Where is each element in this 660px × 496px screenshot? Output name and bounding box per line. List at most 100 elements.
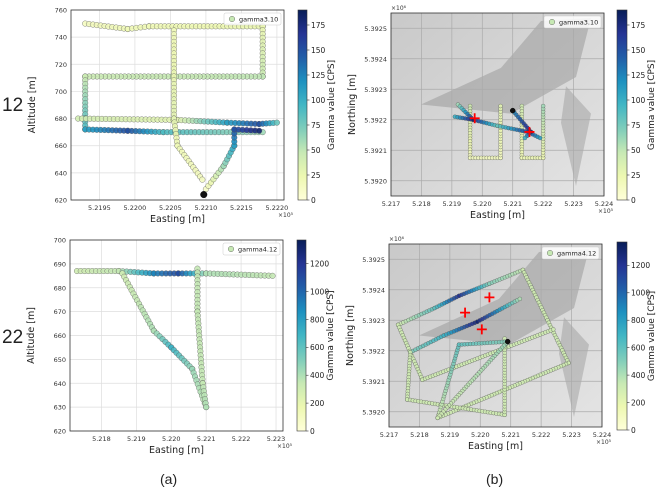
y-tick-label: 660: [54, 332, 66, 340]
colorbar-tick-label: 1000: [631, 289, 650, 298]
legend-label: gamma4.12: [238, 246, 277, 254]
y-tick-label: 5.3920: [362, 408, 385, 416]
y-tick-label: 690: [54, 260, 66, 268]
colorbar-label: Gamma value [CPS]: [327, 60, 337, 150]
colorbar-tick-label: 0: [631, 426, 636, 435]
legend-label: gamma4.12: [557, 250, 596, 258]
colorbar-tick-label: 175: [631, 21, 646, 30]
panel-a-22: 5.218 5.219 5.220 5.221 5.222 5.223 620 630 640 6…: [26, 237, 336, 457]
colorbar-tick-label: 0: [310, 427, 315, 436]
x-axis-label: Easting [m]: [150, 214, 205, 225]
colorbar-tick-label: 800: [631, 316, 646, 325]
data-point: [498, 103, 503, 109]
legend-box: [223, 12, 282, 26]
y-axis-label: Northing [m]: [347, 74, 358, 135]
legend-marker: [228, 16, 235, 23]
colorbar: [296, 239, 307, 432]
colorbar-tick-label: 400: [631, 371, 646, 380]
x-tick-label: 5.218: [412, 200, 431, 208]
x-axis-label: Easting [m]: [470, 210, 525, 221]
data-point-high: [200, 191, 208, 199]
x-multiplier: ×10⁵: [277, 443, 293, 450]
y-tick-label: 5.3921: [362, 378, 385, 386]
y-multiplier: ×10⁶: [391, 5, 407, 12]
x-multiplier: ×10⁵: [278, 212, 294, 219]
y-tick-label: 5.3922: [364, 116, 387, 124]
x-tick-label: 5.2195: [88, 204, 111, 212]
data-point: [522, 135, 528, 141]
colorbar-tick-label: 75: [311, 121, 321, 130]
x-tick-label: 5.224: [595, 200, 614, 208]
x-axis-label: Easting [m]: [149, 445, 204, 456]
x-tick-label: 5.2215: [230, 204, 253, 212]
data-point-high: [510, 107, 516, 114]
x-tick-label: 5.218: [410, 431, 429, 439]
y-tick-label: 650: [54, 356, 66, 364]
x-tick-label: 5.220: [471, 431, 490, 439]
colorbar-tick-label: 600: [310, 343, 325, 352]
plot-area: [71, 10, 284, 200]
y-tick-label: 680: [54, 284, 66, 292]
x-tick-label: 5.224: [593, 431, 612, 439]
colorbar-tick-label: 150: [631, 46, 646, 55]
legend-marker: [549, 19, 556, 26]
colorbar-tick-label: 200: [310, 399, 325, 408]
data-point: [537, 135, 543, 141]
colorbar-tick-label: 125: [311, 71, 326, 80]
y-tick-label: 700: [55, 88, 67, 96]
y-tick-label: 720: [55, 61, 67, 69]
colorbar-tick-label: 50: [311, 146, 321, 155]
x-tick-label: 5.223: [562, 431, 581, 439]
y-tick-label: 640: [55, 169, 67, 177]
x-tick-label: 5.217: [380, 431, 399, 439]
source-marker-cross: [460, 307, 471, 318]
y-tick-label: 670: [54, 308, 66, 316]
y-tick-label: 5.3921: [364, 147, 387, 155]
x-multiplier: ×10⁵: [598, 208, 614, 215]
legend-box: [222, 242, 281, 256]
y-tick-label: 640: [54, 380, 66, 388]
legend-box: [543, 15, 602, 29]
data-point: [199, 176, 206, 183]
source-marker-cross: [476, 324, 487, 335]
colorbar-label: Gamma value [CPS]: [647, 60, 657, 150]
data-point: [551, 327, 556, 332]
axes-frame: [388, 243, 603, 428]
x-tick-label: 5.222: [532, 431, 551, 439]
colorbar-tick-label: 400: [310, 371, 325, 380]
x-tick-label: 5.2210: [195, 204, 218, 212]
colorbar: [297, 9, 308, 201]
colorbar-label: Gamma value [CPS]: [326, 290, 336, 380]
x-tick-label: 5.218: [92, 435, 111, 443]
y-multiplier: ×10⁶: [389, 236, 405, 243]
colorbar-tick-label: 150: [311, 46, 326, 55]
data-point: [256, 127, 263, 134]
legend-label: gamma3.10: [239, 16, 278, 24]
y-axis-label: Altitude [m]: [27, 77, 38, 134]
colorbar-tick-label: 1200: [631, 261, 650, 270]
colorbar-label: Gamma value [CPS]: [647, 291, 657, 381]
colorbar-tick-label: 200: [631, 398, 646, 407]
source-marker-cross: [469, 113, 480, 124]
y-axis-label: Altitude [m]: [26, 307, 37, 364]
x-tick-label: 5.222: [232, 435, 251, 443]
panel-b-22: 5.217 5.218 5.219 5.220 5.221 5.222 5.223 5.224…: [345, 236, 657, 452]
x-tick-label: 5.221: [197, 435, 216, 443]
x-tick-label: 5.223: [564, 200, 583, 208]
colorbar-tick-label: 175: [311, 21, 326, 30]
legend-marker: [227, 245, 234, 252]
x-tick-label: 5.219: [441, 431, 460, 439]
colorbar-tick-label: 25: [631, 171, 641, 180]
colorbar-tick-label: 125: [631, 71, 646, 80]
data-point: [203, 404, 210, 411]
x-axis-label: Easting [m]: [468, 441, 523, 452]
colorbar: [616, 241, 628, 431]
panel-b-12: 5.217 5.218 5.219 5.220 5.221 5.222 5.223 5.224…: [347, 5, 657, 221]
y-tick-label: 760: [55, 7, 67, 15]
y-tick-label: 5.3922: [362, 347, 385, 355]
source-marker-cross: [524, 126, 535, 137]
colorbar-tick-label: 50: [631, 146, 641, 155]
legend-box: [541, 246, 600, 260]
colorbar: [616, 9, 628, 201]
y-tick-label: 740: [55, 34, 67, 42]
